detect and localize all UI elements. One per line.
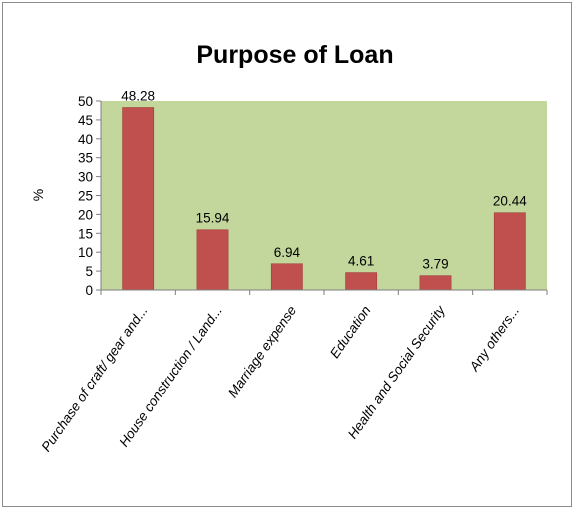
- x-axis: Purchase of craft/ gear and...House cons…: [38, 289, 548, 454]
- y-axis: 0 5 10 15 20 25 30 35 40 45 50: [78, 94, 102, 298]
- y-tick-label: 25: [78, 189, 93, 204]
- x-tick-label: Education: [327, 303, 374, 361]
- y-tick-label: 15: [78, 226, 93, 241]
- y-tick-label: 5: [85, 264, 93, 279]
- data-label: 48.28: [121, 89, 155, 104]
- data-labels: 48.28 15.94 6.94 4.61 3.79 20.44: [121, 89, 527, 272]
- data-label: 4.61: [348, 254, 374, 269]
- y-tick-label: 10: [78, 245, 93, 260]
- data-label: 15.94: [196, 211, 230, 226]
- y-tick-label: 0: [85, 283, 93, 298]
- y-tick-label: 40: [78, 132, 93, 147]
- plot-area: [101, 101, 547, 290]
- y-tick-label: 50: [78, 94, 93, 109]
- bar: [270, 263, 303, 291]
- y-tick-label: 35: [78, 151, 93, 166]
- data-label: 20.44: [493, 194, 527, 209]
- x-tick-label: Marriage expense: [225, 303, 299, 400]
- bar: [493, 212, 526, 291]
- data-label: 6.94: [274, 245, 301, 260]
- y-axis-label: %: [30, 189, 46, 201]
- data-label: 3.79: [422, 257, 448, 272]
- x-tick-label: Any others...: [466, 303, 522, 375]
- chart-title: Purpose of Loan: [196, 41, 393, 69]
- bar: [345, 272, 378, 291]
- bars: [122, 107, 526, 291]
- y-tick-label: 20: [78, 207, 93, 222]
- y-tick-label: 30: [78, 170, 93, 185]
- bar: [122, 107, 155, 291]
- bar: [196, 229, 229, 291]
- bar: [419, 275, 452, 291]
- y-tick-label: 45: [78, 113, 93, 128]
